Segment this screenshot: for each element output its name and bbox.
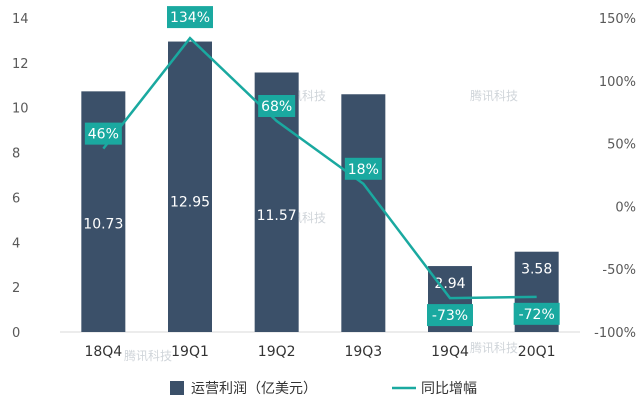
- x-tick-label: 18Q4: [84, 344, 122, 360]
- right-tick-label: 0%: [615, 200, 636, 215]
- right-tick-label: 150%: [599, 12, 636, 27]
- pct-label-box: [513, 302, 560, 325]
- watermark-text: 腾讯科技: [470, 340, 518, 355]
- right-axis: -100% -50% 0% 50% 100% 150%: [594, 12, 636, 341]
- x-tick-label: 20Q1: [518, 344, 556, 360]
- pct-label: 134%: [167, 6, 213, 29]
- right-tick-label: -100%: [594, 326, 636, 341]
- pct-label: 46%: [84, 122, 122, 145]
- left-tick-label: 8: [12, 147, 20, 162]
- pct-labels: 46% 134% 68% 18% -73% -72%: [84, 6, 560, 327]
- bar-value-label: 12.95: [170, 194, 210, 210]
- left-tick-label: 4: [12, 236, 20, 251]
- legend: 运营利润（亿美元） 同比增幅: [170, 381, 477, 397]
- bar-value-label: 10.73: [83, 217, 123, 233]
- right-tick-label: -50%: [602, 263, 636, 278]
- bar-value-label: 11.57: [257, 208, 297, 224]
- legend-swatch-bar: [170, 381, 184, 395]
- pct-label-box: [84, 122, 122, 145]
- x-tick-label: 19Q4: [431, 344, 469, 360]
- left-tick-label: 0: [12, 326, 20, 341]
- pct-label-text: 134%: [170, 10, 210, 26]
- pct-label-box: [167, 6, 213, 29]
- left-tick-label: 2: [12, 281, 20, 296]
- x-tick-label: 19Q3: [344, 344, 382, 360]
- legend-label-bar: 运营利润（亿美元）: [191, 381, 317, 397]
- growth-line: [102, 36, 537, 300]
- pct-label: 18%: [344, 157, 382, 180]
- pct-label-box: [344, 157, 382, 180]
- x-tick-label: 19Q1: [171, 344, 209, 360]
- pct-label: -72%: [513, 302, 560, 325]
- pct-label: 68%: [258, 94, 296, 117]
- right-tick-label: 100%: [599, 75, 636, 90]
- bar-value-label: 3.58: [521, 262, 552, 278]
- legend-label-line: 同比增幅: [421, 381, 477, 397]
- pct-label-text: -72%: [519, 307, 555, 323]
- pct-label-text: 68%: [261, 99, 292, 115]
- x-tick-label: 19Q2: [258, 344, 296, 360]
- pct-label-text: 46%: [88, 127, 119, 143]
- left-axis: 0 2 4 6 8 10 12 14: [12, 12, 29, 341]
- pct-label-box: [258, 94, 296, 117]
- left-tick-label: 14: [12, 12, 29, 27]
- x-axis: 18Q4 19Q1 19Q2 19Q3 19Q4 20Q1: [84, 344, 555, 360]
- right-tick-label: 50%: [607, 138, 636, 153]
- bar: [341, 94, 386, 332]
- pct-label-text: -73%: [432, 308, 468, 324]
- watermark-text: 腾讯科技: [470, 88, 518, 103]
- line-series: [102, 36, 537, 300]
- pct-label-box: [427, 304, 473, 327]
- left-tick-label: 12: [12, 57, 29, 72]
- left-tick-label: 6: [12, 191, 20, 206]
- pct-label: -73%: [427, 304, 473, 327]
- pct-label-text: 18%: [348, 162, 379, 178]
- bar: [168, 41, 212, 333]
- watermark-text: 腾讯科技: [124, 348, 172, 363]
- left-tick-label: 10: [12, 102, 29, 117]
